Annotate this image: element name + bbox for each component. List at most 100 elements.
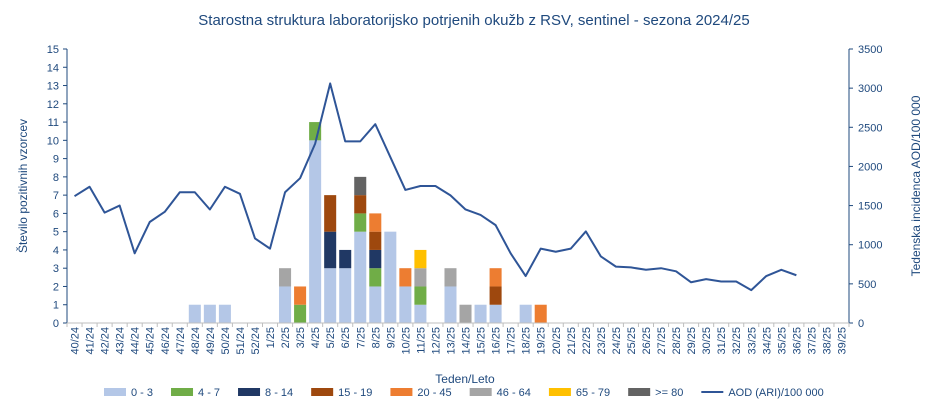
y-tick-label: 2 xyxy=(53,281,59,293)
x-tick-label: 46/24 xyxy=(160,327,172,355)
x-tick-label: 52/24 xyxy=(250,327,262,355)
x-tick-label: 18/25 xyxy=(521,327,533,355)
x-tick-label: 35/25 xyxy=(776,327,788,355)
bar-segment xyxy=(399,268,412,287)
x-tick-label: 5/25 xyxy=(325,327,337,348)
x-tick-label: 1/25 xyxy=(265,327,277,348)
y2-tick-label: 500 xyxy=(858,279,876,291)
x-tick-label: 48/24 xyxy=(190,327,202,355)
x-tick-label: 38/25 xyxy=(821,327,833,355)
legend-label: 46 - 64 xyxy=(497,387,531,399)
legend-label: 15 - 19 xyxy=(338,387,372,399)
legend-label: 0 - 3 xyxy=(131,387,153,399)
bar-segment xyxy=(444,268,457,287)
bar-segment xyxy=(279,286,292,323)
legend-swatch xyxy=(238,388,261,396)
y-tick-label: 12 xyxy=(47,99,59,111)
legend-label: >= 80 xyxy=(655,387,683,399)
bar-segment xyxy=(354,213,367,232)
y2-tick-label: 0 xyxy=(858,318,864,330)
bar-segment xyxy=(218,304,231,323)
y2-axis-label: Tedenska incidenca AOD/100 000 xyxy=(909,95,923,276)
ticks-group: 0123456789101112131415050010001500200025… xyxy=(47,44,883,355)
x-tick-label: 2/25 xyxy=(280,327,292,348)
bar-segment xyxy=(354,176,367,196)
x-tick-label: 19/25 xyxy=(536,327,548,355)
x-tick-label: 28/25 xyxy=(671,327,683,355)
x-tick-label: 51/24 xyxy=(235,327,247,355)
y-tick-label: 7 xyxy=(53,190,59,202)
legend-swatch xyxy=(390,388,413,396)
x-tick-label: 21/25 xyxy=(566,327,578,355)
bar-segment xyxy=(489,304,502,323)
bar-segment xyxy=(369,231,382,250)
x-tick-label: 44/24 xyxy=(130,327,142,355)
x-tick-label: 17/25 xyxy=(506,327,518,355)
bar-segment xyxy=(369,286,382,323)
x-tick-label: 27/25 xyxy=(656,327,668,355)
x-tick-label: 32/25 xyxy=(731,327,743,355)
y-tick-label: 11 xyxy=(48,117,59,129)
y-tick-label: 0 xyxy=(53,318,59,330)
bars-group xyxy=(188,122,547,323)
legend-swatch xyxy=(628,388,651,396)
x-tick-label: 37/25 xyxy=(806,327,818,355)
x-tick-label: 8/25 xyxy=(370,327,382,348)
line-group xyxy=(73,82,797,292)
bar-segment xyxy=(188,304,201,323)
y-tick-label: 10 xyxy=(47,135,59,147)
x-tick-label: 20/25 xyxy=(551,327,563,355)
legend-swatch xyxy=(171,388,194,396)
y-tick-label: 8 xyxy=(53,172,59,184)
bar-segment xyxy=(324,268,337,323)
legend-label: 20 - 45 xyxy=(417,387,451,399)
bar-segment xyxy=(399,286,412,323)
bar-segment xyxy=(444,286,457,323)
y2-tick-label: 3000 xyxy=(858,83,882,95)
bar-segment xyxy=(534,304,547,323)
bar-segment xyxy=(309,140,322,323)
bar-segment xyxy=(339,249,352,269)
bar-segment xyxy=(369,249,382,269)
bar-segment xyxy=(294,286,307,305)
y-axis-label: Število pozitivnih vzorcev xyxy=(15,119,30,253)
x-tick-label: 31/25 xyxy=(716,327,728,355)
x-tick-label: 9/25 xyxy=(385,327,397,348)
bar-segment xyxy=(489,286,502,305)
bar-segment xyxy=(369,268,382,287)
axes-group xyxy=(63,48,853,327)
legend-label: AOD (ARI)/100 000 xyxy=(728,387,823,399)
bar-segment xyxy=(354,195,367,214)
x-tick-label: 47/24 xyxy=(175,327,187,355)
x-tick-label: 15/25 xyxy=(476,327,488,355)
x-tick-label: 7/25 xyxy=(355,327,367,348)
x-tick-label: 43/24 xyxy=(115,327,127,355)
bar-segment xyxy=(294,304,307,323)
y2-tick-label: 1000 xyxy=(858,240,882,252)
y-tick-label: 5 xyxy=(53,227,59,239)
bar-segment xyxy=(414,268,427,287)
bar-segment xyxy=(339,268,352,323)
x-tick-label: 30/25 xyxy=(701,327,713,355)
y2-tick-label: 1500 xyxy=(858,201,882,213)
y2-tick-label: 2000 xyxy=(858,161,882,173)
x-tick-label: 24/25 xyxy=(611,327,623,355)
x-tick-label: 29/25 xyxy=(686,327,698,355)
legend-swatch xyxy=(311,388,334,396)
legend: 0 - 3 4 - 7 8 - 14 15 - 19 20 - 45 46 - 64 65 … xyxy=(104,387,824,399)
y-tick-label: 9 xyxy=(53,154,59,166)
x-tick-label: 3/25 xyxy=(295,327,307,348)
y-tick-label: 6 xyxy=(53,208,59,220)
y2-tick-label: 2500 xyxy=(858,122,882,134)
legend-label: 65 - 79 xyxy=(576,387,610,399)
x-tick-label: 4/25 xyxy=(310,327,322,348)
bar-segment xyxy=(354,231,367,323)
y-tick-label: 15 xyxy=(47,44,59,56)
y-tick-label: 4 xyxy=(53,245,59,257)
bar-segment xyxy=(414,249,427,269)
x-tick-label: 50/24 xyxy=(220,327,232,355)
bar-segment xyxy=(474,304,487,323)
y-tick-label: 3 xyxy=(53,263,59,275)
x-tick-label: 34/25 xyxy=(761,327,773,355)
